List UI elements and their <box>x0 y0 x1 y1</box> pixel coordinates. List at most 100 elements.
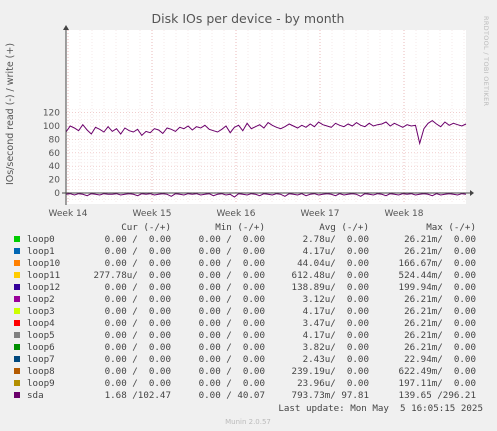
legend-name-loop7: loop7 <box>27 354 55 365</box>
legend-value: 166.67m/ 0.00 <box>399 258 476 269</box>
legend-value: 0.00 / 0.00 <box>105 330 171 341</box>
legend-value: 138.89u/ 0.00 <box>292 282 369 293</box>
legend-value: 2.43u/ 0.00 <box>303 354 369 365</box>
sda-read-line <box>65 193 467 198</box>
y-axis-arrow <box>63 25 69 30</box>
legend-value: 26.21m/ 0.00 <box>404 342 476 353</box>
legend-value: 0.00 / 40.07 <box>199 390 265 401</box>
y-axis-label: IOs/second read (-) / write (+) <box>5 43 16 185</box>
legend-value: 0.00 / 0.00 <box>199 234 265 245</box>
legend-value: 612.48u/ 0.00 <box>292 270 369 281</box>
legend-value: 4.17u/ 0.00 <box>303 330 369 341</box>
legend-value: 26.21m/ 0.00 <box>404 330 476 341</box>
series-lines <box>65 119 467 198</box>
legend-value: 0.00 / 0.00 <box>105 354 171 365</box>
legend-value: 0.00 / 0.00 <box>105 246 171 257</box>
legend-swatch-loop1 <box>14 248 20 254</box>
legend-value: 0.00 / 0.00 <box>199 294 265 305</box>
legend-value: 0.00 / 0.00 <box>105 342 171 353</box>
legend-value: 26.21m/ 0.00 <box>404 318 476 329</box>
y-ticks: 0 20 40 60 80 100 120 <box>43 109 60 199</box>
legend-value: 199.94m/ 0.00 <box>399 282 476 293</box>
legend-name-loop2: loop2 <box>27 294 55 305</box>
x-ticks: Week 14 Week 15 Week 16 Week 17 Week 18 <box>49 209 424 219</box>
footer-version: Munin 2.0.57 <box>225 418 271 426</box>
legend: Cur (-/+) Min (-/+) Avg (-/+) Max (-/+) loop… <box>14 222 476 401</box>
legend-value: 622.49m/ 0.00 <box>399 366 476 377</box>
sda-write-line <box>65 119 467 146</box>
x-tick-label: Week 16 <box>217 209 256 219</box>
legend-name-loop9: loop9 <box>27 378 55 389</box>
legend-value: 22.94m/ 0.00 <box>404 354 476 365</box>
legend-header: Avg (-/+) <box>319 222 369 233</box>
legend-name-loop3: loop3 <box>27 306 55 317</box>
x-tick-label: Week 15 <box>133 209 172 219</box>
legend-name-loop4: loop4 <box>27 318 55 329</box>
legend-swatch-loop9 <box>14 380 20 386</box>
legend-swatch-loop2 <box>14 296 20 302</box>
legend-value: 0.00 / 0.00 <box>105 378 171 389</box>
legend-value: 0.00 / 0.00 <box>199 246 265 257</box>
legend-name-loop0: loop0 <box>27 234 55 245</box>
plot-area <box>66 30 466 204</box>
legend-value: 197.11m/ 0.00 <box>399 378 476 389</box>
y-tick-label: 120 <box>43 109 60 119</box>
legend-value: 0.00 / 0.00 <box>199 354 265 365</box>
legend-value: 0.00 / 0.00 <box>105 258 171 269</box>
legend-swatch-loop8 <box>14 368 20 374</box>
last-update: Last update: Mon May 5 16:05:15 2025 <box>278 403 483 414</box>
legend-header: Min (-/+) <box>215 222 265 233</box>
legend-swatch-loop6 <box>14 344 20 350</box>
legend-name-loop1: loop1 <box>27 246 55 257</box>
legend-value: 793.73m/ 97.81 <box>292 390 369 401</box>
legend-swatch-loop11 <box>14 272 20 278</box>
legend-swatch-loop7 <box>14 356 20 362</box>
legend-value: 0.00 / 0.00 <box>199 318 265 329</box>
y-tick-label: 0 <box>54 189 60 199</box>
legend-value: 0.00 / 0.00 <box>199 282 265 293</box>
legend-value: 0.00 / 0.00 <box>105 294 171 305</box>
legend-value: 0.00 / 0.00 <box>199 330 265 341</box>
legend-name-loop11: loop11 <box>27 270 60 281</box>
legend-header: Cur (-/+) <box>121 222 171 233</box>
legend-value: 2.78u/ 0.00 <box>303 234 369 245</box>
legend-name-loop10: loop10 <box>27 258 60 269</box>
legend-value: 0.00 / 0.00 <box>199 306 265 317</box>
legend-name-loop8: loop8 <box>27 366 55 377</box>
legend-value: 0.00 / 0.00 <box>105 318 171 329</box>
legend-value: 0.00 / 0.00 <box>199 366 265 377</box>
legend-value: 524.44m/ 0.00 <box>399 270 476 281</box>
x-axis-arrow <box>470 190 474 196</box>
legend-swatch-loop12 <box>14 284 20 290</box>
legend-value: 3.47u/ 0.00 <box>303 318 369 329</box>
legend-value: 3.82u/ 0.00 <box>303 342 369 353</box>
legend-name-sda: sda <box>27 390 44 401</box>
legend-value: 0.00 / 0.00 <box>105 234 171 245</box>
legend-value: 44.04u/ 0.00 <box>297 258 369 269</box>
legend-value: 4.17u/ 0.00 <box>303 246 369 257</box>
x-tick-label: Week 14 <box>49 209 88 219</box>
legend-header: Max (-/+) <box>426 222 476 233</box>
legend-value: 277.78u/ 0.00 <box>94 270 171 281</box>
legend-swatch-loop3 <box>14 308 20 314</box>
legend-name-loop6: loop6 <box>27 342 55 353</box>
legend-value: 3.12u/ 0.00 <box>303 294 369 305</box>
legend-value: 139.65 /296.21 <box>399 390 476 401</box>
legend-value: 0.00 / 0.00 <box>105 366 171 377</box>
legend-name-loop5: loop5 <box>27 330 55 341</box>
legend-value: 26.21m/ 0.00 <box>404 246 476 257</box>
legend-swatch-sda <box>14 392 20 398</box>
y-tick-label: 40 <box>49 162 61 172</box>
legend-value: 4.17u/ 0.00 <box>303 306 369 317</box>
y-tick-label: 60 <box>49 149 61 159</box>
x-tick-label: Week 18 <box>385 209 424 219</box>
legend-name-loop12: loop12 <box>27 282 60 293</box>
y-tick-label: 20 <box>49 176 61 186</box>
legend-value: 26.21m/ 0.00 <box>404 294 476 305</box>
legend-value: 23.96u/ 0.00 <box>297 378 369 389</box>
legend-value: 239.19u/ 0.00 <box>292 366 369 377</box>
chart-title: Disk IOs per device - by month <box>152 11 345 26</box>
legend-value: 26.21m/ 0.00 <box>404 234 476 245</box>
